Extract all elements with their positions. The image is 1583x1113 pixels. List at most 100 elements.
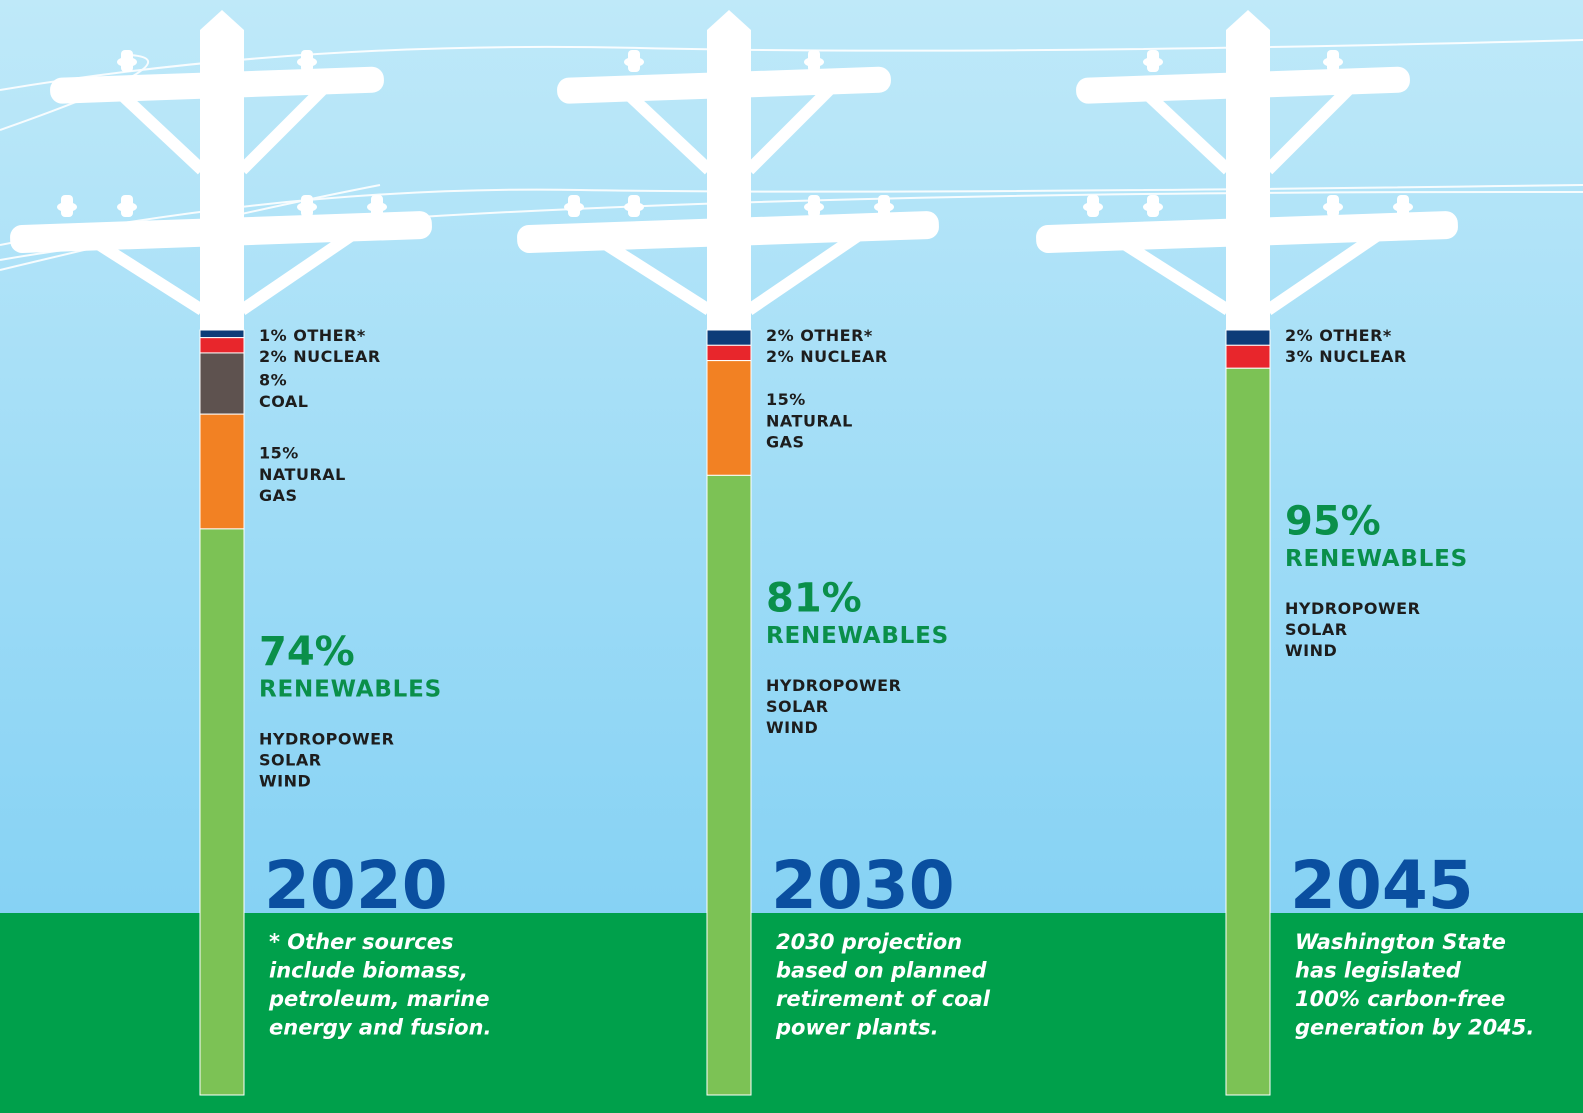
insulator-cap bbox=[117, 202, 137, 212]
insulator-cap bbox=[367, 202, 387, 212]
value-label: 2% bbox=[1285, 326, 1313, 345]
brace bbox=[595, 234, 713, 316]
note-line: 2030 projection bbox=[776, 930, 962, 954]
insulator-cap bbox=[297, 57, 317, 67]
value-label: 2% bbox=[259, 347, 287, 366]
insulator-cap bbox=[1083, 202, 1103, 212]
insulator-cap bbox=[297, 202, 317, 212]
segment-label: 2% OTHER* bbox=[766, 326, 873, 345]
source-label: WIND bbox=[1285, 641, 1337, 660]
brace bbox=[744, 85, 834, 175]
brace bbox=[1114, 234, 1232, 316]
pole-segment bbox=[1225, 344, 1271, 369]
insulator-cap bbox=[624, 202, 644, 212]
pole-segment bbox=[199, 528, 245, 1096]
insulator-cap bbox=[117, 57, 137, 67]
brace bbox=[1264, 230, 1382, 315]
note-line: energy and fusion. bbox=[269, 1016, 491, 1040]
series-name: COAL bbox=[259, 391, 309, 410]
series-name: NATURAL GAS bbox=[766, 411, 853, 451]
series-name: OTHER* bbox=[800, 326, 873, 345]
year-title: 2020 bbox=[264, 847, 448, 924]
brace bbox=[745, 230, 863, 315]
segment-label: 2% OTHER* bbox=[1285, 326, 1392, 345]
segment-label: 2% NUCLEAR bbox=[766, 347, 888, 366]
brace bbox=[237, 85, 327, 175]
value-label: 3% bbox=[1285, 347, 1313, 366]
brace bbox=[1263, 85, 1353, 175]
note-line: has legislated bbox=[1295, 959, 1462, 983]
insulator-cap bbox=[564, 202, 584, 212]
series-name: OTHER* bbox=[1319, 326, 1392, 345]
note-line: petroleum, marine bbox=[268, 987, 489, 1011]
value-label: 95% bbox=[1285, 498, 1381, 544]
source-label: HYDROPOWER bbox=[259, 729, 394, 748]
pole-segment bbox=[1225, 329, 1271, 346]
series-name: RENEWABLES bbox=[1285, 546, 1468, 572]
source-label: SOLAR bbox=[259, 750, 322, 769]
pole-segment bbox=[199, 413, 245, 530]
brace bbox=[238, 230, 356, 315]
brace bbox=[624, 90, 714, 175]
series-name: RENEWABLES bbox=[259, 676, 442, 702]
pole-head bbox=[1226, 10, 1270, 330]
value-label: 15% bbox=[259, 444, 299, 463]
note-line: Washington State bbox=[1295, 930, 1506, 954]
year-title: 2045 bbox=[1290, 847, 1474, 924]
pole-top bbox=[517, 10, 939, 330]
segment-label: 1% OTHER* bbox=[259, 326, 366, 345]
pole-segment bbox=[706, 360, 752, 476]
crossarm bbox=[1076, 66, 1410, 104]
source-label: SOLAR bbox=[766, 697, 829, 716]
crossarm bbox=[10, 211, 432, 253]
value-label: 1% bbox=[259, 326, 287, 345]
note-line: retirement of coal bbox=[776, 987, 991, 1011]
insulator-cap bbox=[874, 202, 894, 212]
pole-segment bbox=[199, 352, 245, 415]
pole-segment bbox=[706, 474, 752, 1096]
pole-segment bbox=[199, 329, 245, 339]
pole-head bbox=[200, 10, 244, 330]
crossarm bbox=[557, 66, 891, 104]
source-label: HYDROPOWER bbox=[766, 676, 901, 695]
brace bbox=[117, 90, 207, 175]
year-title: 2030 bbox=[771, 847, 955, 924]
value-label: 15% bbox=[766, 390, 806, 409]
note-line: 100% carbon-free bbox=[1295, 987, 1505, 1011]
insulator-cap bbox=[1393, 202, 1413, 212]
series-name: NUCLEAR bbox=[293, 347, 380, 366]
insulator-cap bbox=[804, 202, 824, 212]
insulator-cap bbox=[57, 202, 77, 212]
source-label: WIND bbox=[259, 771, 311, 790]
insulator-cap bbox=[804, 57, 824, 67]
value-label: 2% bbox=[766, 326, 794, 345]
pole-segment bbox=[1225, 367, 1271, 1096]
series-name: RENEWABLES bbox=[766, 623, 949, 649]
note-line: generation by 2045. bbox=[1295, 1016, 1534, 1040]
insulator-cap bbox=[1143, 57, 1163, 67]
crossarm bbox=[50, 66, 384, 104]
source-label: WIND bbox=[766, 718, 818, 737]
insulator-cap bbox=[1143, 202, 1163, 212]
insulator-cap bbox=[624, 57, 644, 67]
note-line: * Other sources bbox=[269, 930, 453, 954]
segment-label: 2% NUCLEAR bbox=[259, 347, 381, 366]
crossarm bbox=[517, 211, 939, 253]
value-label: 81% bbox=[766, 575, 862, 621]
note-line: based on planned bbox=[776, 959, 988, 983]
pole-segment bbox=[706, 329, 752, 346]
pole-segment bbox=[199, 337, 245, 354]
insulator-cap bbox=[1323, 202, 1343, 212]
value-label: 2% bbox=[766, 347, 794, 366]
note-line: power plants. bbox=[775, 1016, 939, 1040]
crossarm bbox=[1036, 211, 1458, 253]
source-label: SOLAR bbox=[1285, 620, 1348, 639]
ground bbox=[0, 913, 1583, 1113]
series-name: NUCLEAR bbox=[1319, 347, 1406, 366]
pole-top bbox=[1036, 10, 1458, 330]
series-name: NUCLEAR bbox=[800, 347, 887, 366]
insulator-cap bbox=[1323, 57, 1343, 67]
value-label: 8% bbox=[259, 370, 287, 389]
note-line: include biomass, bbox=[269, 959, 468, 983]
